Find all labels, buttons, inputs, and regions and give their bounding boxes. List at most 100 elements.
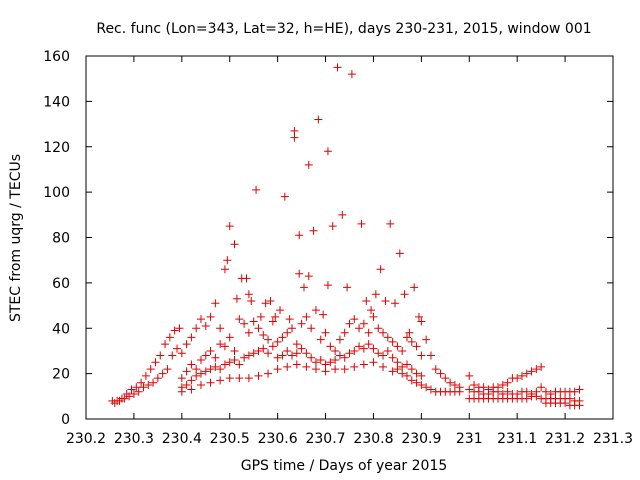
data-point [151,358,160,367]
data-point [357,219,366,228]
data-point [321,360,330,369]
data-point [247,297,256,306]
data-point [422,383,431,392]
data-point [323,147,332,156]
data-point [161,340,170,349]
data-point [268,317,277,326]
data-point [422,335,431,344]
data-point [350,315,359,324]
data-point [331,356,340,365]
data-point [513,374,522,383]
data-point [153,374,162,383]
data-point [328,222,337,231]
data-point [335,351,344,360]
data-point [232,294,241,303]
data-point [220,342,229,351]
data-point [340,365,349,374]
data-point [400,290,409,299]
x-tick-label: 230.2 [66,431,106,447]
data-point [264,349,273,358]
data-point [532,392,541,401]
data-point [288,351,297,360]
data-points [108,63,584,410]
data-point [302,312,311,321]
data-point [244,328,253,337]
data-point [158,369,167,378]
data-point [187,385,196,394]
data-point [417,351,426,360]
data-point [309,226,318,235]
x-tick-label: 231 [456,431,483,447]
data-point [249,349,258,358]
data-point [326,358,335,367]
data-point [216,324,225,333]
data-point [177,374,186,383]
data-point [156,351,165,360]
data-point [196,380,205,389]
data-point [290,133,299,142]
data-point [417,317,426,326]
data-point [479,383,488,392]
data-point [283,346,292,355]
data-point [139,383,148,392]
y-tick-label: 40 [52,321,70,337]
data-point [196,315,205,324]
data-point [537,362,546,371]
data-point [273,337,282,346]
data-point [192,324,201,333]
data-point [474,387,483,396]
data-point [264,335,273,344]
data-point [532,365,541,374]
data-point [522,394,531,403]
data-point [173,344,182,353]
data-point [276,306,285,315]
data-point [177,349,186,358]
data-point [455,383,464,392]
data-point [129,390,138,399]
data-point [541,387,550,396]
x-tick-label: 231.2 [545,431,585,447]
data-point [374,349,383,358]
data-point [412,342,421,351]
data-point [163,365,172,374]
y-tick-label: 100 [43,185,70,201]
data-point [340,328,349,337]
data-point [575,401,584,410]
x-tick-label: 230.4 [162,431,202,447]
data-point [170,326,179,335]
data-point [134,387,143,396]
data-point [307,353,316,362]
data-point [201,321,210,330]
data-point [498,380,507,389]
data-point [388,367,397,376]
data-point [299,283,308,292]
y-tick-label: 160 [43,49,70,65]
data-point [446,378,455,387]
data-point [393,358,402,367]
data-point [235,374,244,383]
data-point [436,369,445,378]
data-point [177,387,186,396]
data-point [561,399,570,408]
data-point [412,378,421,387]
data-point [376,265,385,274]
data-point [470,380,479,389]
data-point [319,310,328,319]
y-tick-label: 60 [52,276,70,292]
data-point [393,342,402,351]
data-point [165,333,174,342]
data-point [290,126,299,135]
data-point [381,297,390,306]
data-point [175,324,184,333]
data-point [120,394,129,403]
data-point [465,371,474,380]
data-point [369,312,378,321]
data-point [338,210,347,219]
data-point [259,331,268,340]
data-point [323,281,332,290]
data-point [321,367,330,376]
data-point [141,371,150,380]
data-point [417,380,426,389]
data-point [225,374,234,383]
